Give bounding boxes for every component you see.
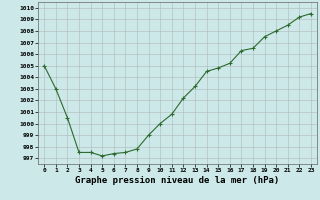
X-axis label: Graphe pression niveau de la mer (hPa): Graphe pression niveau de la mer (hPa) <box>76 176 280 185</box>
